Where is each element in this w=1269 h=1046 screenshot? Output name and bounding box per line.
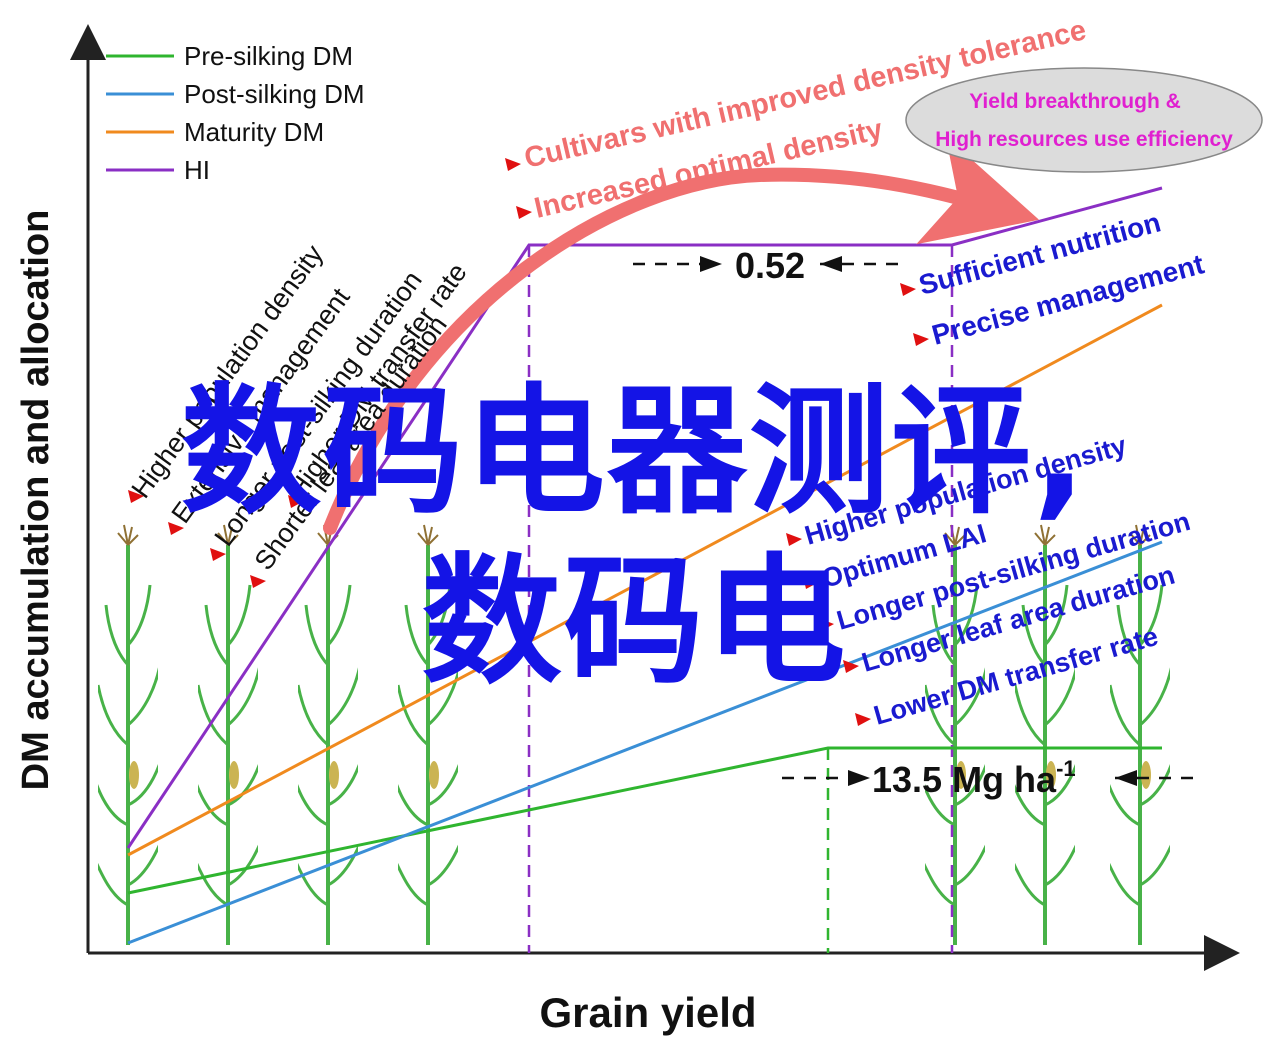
watermark-line-1: 数码电器测评,	[180, 371, 1089, 534]
annotation-hi-value: 0.52	[735, 245, 805, 286]
right-label-arrowhead	[843, 660, 859, 673]
legend: Pre-silking DM Post-silking DM Maturity …	[106, 41, 365, 185]
yield-bubble: Yield breakthrough & High resources use …	[905, 67, 1263, 173]
bubble-line1: Yield breakthrough &	[969, 90, 1181, 113]
annotation-dm-value: 13.5 Mg ha-1	[872, 756, 1076, 800]
bubble-ellipse	[905, 67, 1263, 173]
series-hi	[126, 186, 1163, 849]
right-label-arrowhead	[855, 713, 871, 726]
left-label-arrowhead	[288, 495, 304, 508]
series-pre-silking-dm	[127, 746, 1162, 895]
red-curve-arrow	[323, 136, 1040, 535]
arrowhead-density	[516, 206, 532, 219]
legend-label-pre: Pre-silking DM	[184, 41, 353, 71]
right-top-label-arrowhead	[913, 333, 929, 346]
x-axis-title: Grain yield	[539, 989, 756, 1036]
bubble-line2: High resources use efficiency	[935, 128, 1233, 151]
y-axis-title: DM accumulation and allocation	[15, 210, 57, 791]
right-label-arrowhead	[803, 576, 819, 589]
series-post-silking-dm	[127, 540, 1163, 945]
right-top-label-arrowhead	[900, 283, 916, 296]
legend-label-maturity: Maturity DM	[184, 117, 324, 147]
watermark-line-2: 数码电	[421, 541, 848, 704]
right-label-arrowhead	[786, 533, 802, 546]
left-label-arrowhead	[128, 490, 144, 503]
legend-label-post: Post-silking DM	[184, 79, 365, 109]
annotation-hi-gap: 0.52	[633, 245, 905, 286]
left-label-arrowhead	[210, 548, 226, 561]
left-label-arrowhead	[168, 522, 184, 535]
arrowhead-cultivars	[505, 158, 521, 171]
annotation-dm-gap: 13.5 Mg ha-1	[782, 756, 1198, 800]
series-maturity-dm	[127, 303, 1163, 857]
left-label-arrowhead	[250, 575, 266, 588]
right-label-arrowhead	[818, 618, 834, 631]
legend-label-hi: HI	[184, 155, 210, 185]
